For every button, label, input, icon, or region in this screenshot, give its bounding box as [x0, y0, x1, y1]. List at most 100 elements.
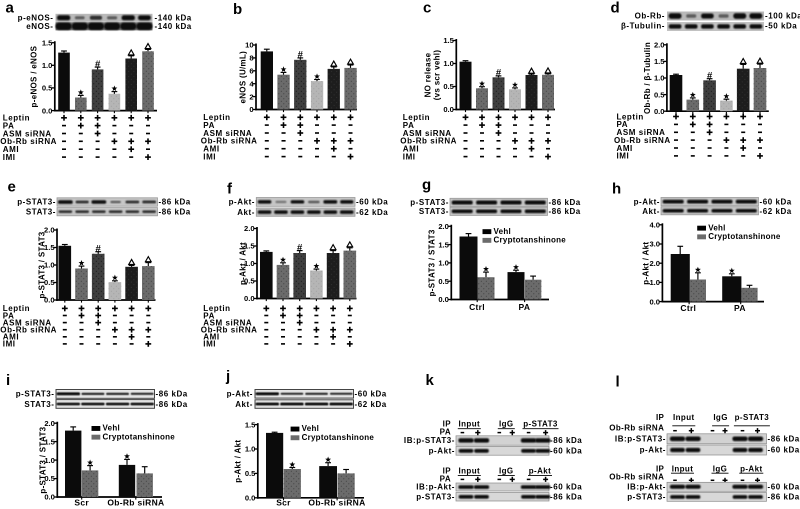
svg-text:Input: Input	[459, 420, 481, 429]
svg-text:Leptin: Leptin	[403, 113, 430, 122]
svg-text:PA: PA	[617, 120, 629, 129]
svg-text:ASM siRNA: ASM siRNA	[203, 318, 252, 327]
svg-text:Vehl: Vehl	[302, 424, 319, 433]
svg-text:PA: PA	[440, 427, 451, 436]
svg-text:p-eNOS / eNOS: p-eNOS / eNOS	[30, 45, 39, 107]
svg-text:1.0: 1.0	[443, 59, 454, 68]
svg-text:0.5: 0.5	[44, 278, 55, 287]
svg-text:-86 kDa: -86 kDa	[549, 207, 581, 216]
svg-text:ASM siRNA: ASM siRNA	[3, 318, 52, 327]
svg-text:Input: Input	[459, 467, 481, 476]
svg-text:Vehl: Vehl	[103, 424, 120, 433]
svg-text:IB:p-Akt-: IB:p-Akt-	[416, 483, 455, 492]
svg-text:0.0: 0.0	[438, 295, 449, 304]
svg-text:Ob-Rb siRNA: Ob-Rb siRNA	[609, 472, 664, 481]
svg-text:-62 kDa: -62 kDa	[355, 400, 387, 409]
svg-text:STAT3-: STAT3-	[26, 207, 56, 216]
svg-text:Input: Input	[673, 413, 695, 422]
svg-text:Ob-Rb / β-Tubulin: Ob-Rb / β-Tubulin	[643, 42, 652, 114]
svg-text:0.5: 0.5	[42, 84, 53, 93]
svg-text:1.0: 1.0	[438, 259, 449, 268]
svg-text:-86 kDa: -86 kDa	[550, 436, 582, 445]
svg-text:IgG: IgG	[499, 420, 514, 429]
svg-text:0.0: 0.0	[245, 494, 256, 503]
svg-text:Ob-Rb siRNA: Ob-Rb siRNA	[0, 326, 57, 335]
svg-text:-100 kDa: -100 kDa	[765, 12, 800, 21]
svg-text:-60 kDa: -60 kDa	[550, 447, 582, 456]
svg-text:IgG: IgG	[713, 413, 728, 422]
svg-text:0.0: 0.0	[44, 296, 55, 305]
svg-text:0.5: 0.5	[44, 474, 55, 483]
svg-text:d: d	[611, 0, 620, 17]
svg-text:p-STAT3-: p-STAT3-	[627, 493, 666, 502]
svg-text:1.5: 1.5	[245, 420, 256, 429]
svg-text:PA: PA	[519, 302, 531, 312]
svg-text:-60 kDa: -60 kDa	[760, 197, 792, 206]
svg-text:#: #	[95, 59, 101, 70]
svg-text:1.5: 1.5	[244, 242, 255, 251]
svg-text:l: l	[616, 373, 620, 390]
svg-text:STAT3-: STAT3-	[24, 400, 54, 409]
svg-text:-86 kDa: -86 kDa	[159, 198, 191, 207]
svg-text:PA: PA	[440, 475, 451, 484]
svg-text:IMI: IMI	[403, 152, 416, 161]
svg-text:p-STAT3-: p-STAT3-	[17, 198, 56, 207]
svg-text:Ob-Rb siRNA: Ob-Rb siRNA	[201, 137, 258, 146]
svg-text:c: c	[423, 0, 431, 17]
svg-text:0.0: 0.0	[654, 107, 665, 116]
svg-text:IP: IP	[656, 413, 665, 422]
svg-text:#: #	[707, 70, 713, 81]
svg-text:IMI: IMI	[617, 152, 630, 161]
svg-text:Scr: Scr	[74, 498, 89, 508]
svg-text:b: b	[233, 1, 242, 18]
svg-text:1.0: 1.0	[244, 259, 255, 268]
svg-text:f: f	[227, 181, 233, 198]
svg-text:2.0: 2.0	[654, 41, 665, 50]
svg-text:1.5: 1.5	[438, 240, 449, 249]
svg-text:IB:p-Akt-: IB:p-Akt-	[627, 483, 666, 492]
svg-text:1.5: 1.5	[443, 36, 454, 45]
svg-text:0.0: 0.0	[42, 106, 53, 115]
svg-text:AMI: AMI	[3, 145, 19, 154]
svg-text:1.0: 1.0	[44, 261, 55, 270]
svg-text:1.5: 1.5	[654, 57, 665, 66]
svg-text:k: k	[426, 372, 435, 389]
svg-text:IB:p-STAT3-: IB:p-STAT3-	[404, 436, 455, 445]
svg-text:Leptin: Leptin	[3, 304, 30, 313]
svg-text:2.0: 2.0	[438, 222, 449, 231]
svg-text:eNOS-: eNOS-	[26, 22, 53, 31]
svg-text:2.0: 2.0	[244, 224, 255, 233]
svg-text:Akt-: Akt-	[235, 400, 253, 409]
svg-text:-50 kDa: -50 kDa	[765, 22, 797, 31]
svg-text:2.0: 2.0	[44, 419, 55, 428]
svg-text:-62 kDa: -62 kDa	[356, 208, 388, 217]
svg-text:6: 6	[249, 67, 253, 76]
svg-text:Cryptotanshinone: Cryptotanshinone	[302, 433, 375, 442]
svg-text:Leptin: Leptin	[3, 114, 30, 123]
svg-text:e: e	[8, 178, 16, 195]
svg-text:p-eNOS-: p-eNOS-	[18, 14, 54, 23]
svg-text:Ctrl: Ctrl	[680, 303, 696, 313]
svg-text:3.0: 3.0	[649, 240, 660, 249]
svg-text:0.0: 0.0	[649, 297, 660, 306]
svg-text:AMI: AMI	[403, 145, 419, 154]
svg-text:2.0: 2.0	[649, 259, 660, 268]
svg-text:0.0: 0.0	[443, 105, 454, 114]
svg-text:0.0: 0.0	[44, 493, 55, 502]
svg-text:-62 kDa: -62 kDa	[760, 207, 792, 216]
svg-text:i: i	[6, 372, 10, 389]
svg-text:PA: PA	[403, 121, 415, 130]
svg-text:PA: PA	[203, 311, 215, 320]
svg-text:IMI: IMI	[3, 153, 16, 162]
svg-text:Ob-Rb siRNA: Ob-Rb siRNA	[400, 137, 457, 146]
svg-text:Ob-Rb siRNA: Ob-Rb siRNA	[609, 424, 664, 433]
svg-text:p-STAT3 / STAT3: p-STAT3 / STAT3	[38, 231, 47, 298]
svg-text:2.0: 2.0	[44, 226, 55, 235]
svg-text:0.5: 0.5	[654, 90, 665, 99]
svg-text:Akt-: Akt-	[237, 208, 255, 217]
svg-text:0.5: 0.5	[245, 469, 256, 478]
svg-text:Cryptotanshinone: Cryptotanshinone	[708, 232, 781, 241]
svg-text:IgG: IgG	[713, 465, 728, 474]
svg-text:p-Akt / Akt: p-Akt / Akt	[234, 440, 243, 483]
svg-text:IMI: IMI	[3, 340, 16, 349]
